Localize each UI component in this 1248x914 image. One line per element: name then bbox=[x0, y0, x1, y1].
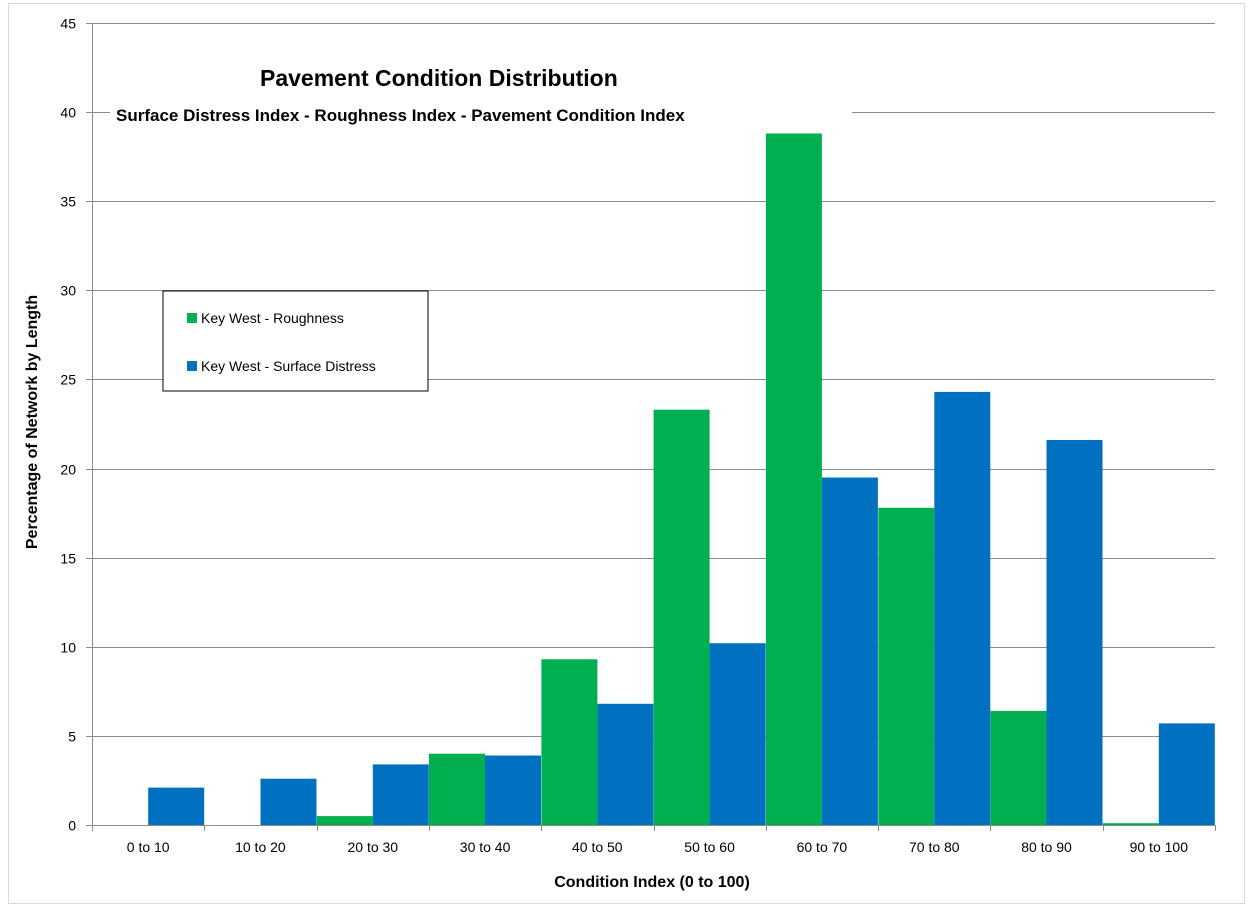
legend: Key West - Roughness Key West - Surface … bbox=[162, 290, 429, 392]
bar-surface-distress-5 bbox=[709, 643, 766, 825]
legend-swatch-roughness bbox=[187, 313, 197, 323]
bar-roughness-7 bbox=[878, 507, 935, 825]
y-tick-label: 20 bbox=[60, 462, 76, 478]
bar-surface-distress-9 bbox=[1158, 723, 1215, 825]
bar-roughness-9 bbox=[1102, 823, 1159, 825]
x-tick-label: 30 to 40 bbox=[460, 839, 511, 855]
chart-title: Pavement Condition Distribution bbox=[260, 65, 618, 91]
y-axis-ticks: 0 5 10 15 20 25 30 35 40 45 bbox=[60, 16, 92, 834]
bar-surface-distress-0 bbox=[148, 787, 205, 825]
x-tick-label: 10 to 20 bbox=[235, 839, 286, 855]
bar-roughness-8 bbox=[990, 710, 1047, 825]
bar-roughness-5 bbox=[653, 409, 710, 825]
y-tick-label: 10 bbox=[60, 640, 76, 656]
x-tick-label: 20 to 30 bbox=[347, 839, 398, 855]
bar-roughness-6 bbox=[765, 133, 822, 825]
bar-surface-distress-4 bbox=[597, 703, 654, 825]
axes bbox=[92, 23, 1215, 826]
bar-surface-distress-8 bbox=[1046, 440, 1103, 825]
chart-subtitle: Surface Distress Index - Roughness Index… bbox=[116, 106, 685, 125]
y-tick-label: 5 bbox=[68, 729, 76, 745]
bar-surface-distress-3 bbox=[485, 755, 541, 825]
y-tick-label: 40 bbox=[60, 105, 76, 121]
bar-roughness-3 bbox=[429, 753, 485, 825]
x-tick-label: 0 to 10 bbox=[127, 839, 170, 855]
bar-surface-distress-1 bbox=[260, 778, 317, 825]
x-tick-label: 70 to 80 bbox=[909, 839, 960, 855]
y-tick-label: 15 bbox=[60, 551, 76, 567]
y-tick-label: 25 bbox=[60, 372, 76, 388]
legend-box bbox=[162, 290, 429, 392]
legend-label-roughness: Key West - Roughness bbox=[201, 310, 344, 326]
bars bbox=[148, 133, 1215, 825]
bar-surface-distress-6 bbox=[821, 477, 878, 825]
x-tick-label: 40 to 50 bbox=[572, 839, 623, 855]
y-tick-label: 0 bbox=[68, 818, 76, 834]
y-axis-label: Percentage of Network by Length bbox=[24, 295, 41, 549]
y-tick-label: 35 bbox=[60, 194, 76, 210]
y-tick-label: 30 bbox=[60, 283, 76, 299]
bar-surface-distress-7 bbox=[934, 391, 991, 825]
legend-swatch-surface-distress bbox=[187, 361, 197, 371]
x-tick-label: 90 to 100 bbox=[1130, 839, 1189, 855]
x-tick-label: 50 to 60 bbox=[684, 839, 735, 855]
y-tick-label: 45 bbox=[60, 16, 76, 32]
x-tick-label: 80 to 90 bbox=[1021, 839, 1072, 855]
x-axis-ticks: 0 to 10 10 to 20 20 to 30 30 to 40 40 to 50 5… bbox=[92, 825, 1216, 855]
x-axis-label: Condition Index (0 to 100) bbox=[554, 874, 750, 891]
legend-label-surface-distress: Key West - Surface Distress bbox=[201, 358, 376, 374]
bar-roughness-2 bbox=[316, 816, 373, 825]
subtitle-background bbox=[110, 100, 852, 126]
x-tick-label: 60 to 70 bbox=[797, 839, 848, 855]
bar-roughness-4 bbox=[541, 659, 598, 825]
bar-surface-distress-2 bbox=[372, 764, 429, 825]
